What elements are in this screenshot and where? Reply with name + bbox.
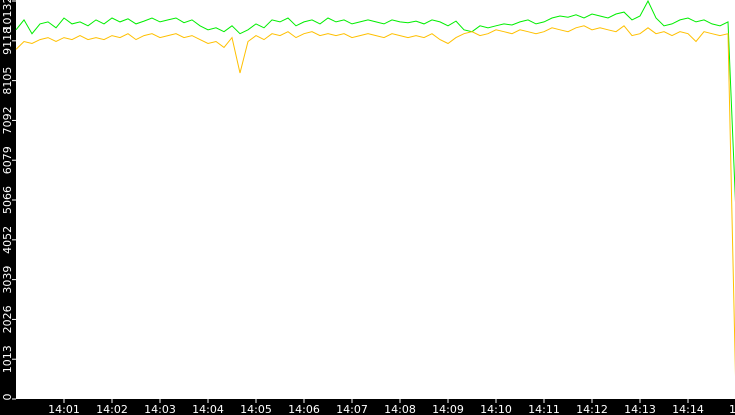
x-tick-label: 14:08 (384, 403, 416, 415)
x-tick-label: 14:12 (576, 403, 608, 415)
x-tick-label: 14:13 (624, 403, 656, 415)
y-tick-label: 1013 (1, 345, 14, 373)
x-tick-label: 14:06 (288, 403, 320, 415)
y-axis-bar (0, 0, 16, 415)
x-tick-label: 14:04 (192, 403, 224, 415)
x-tick-label: 14:09 (432, 403, 464, 415)
x-tick-label: 14:02 (96, 403, 128, 415)
y-tick-label: 5066 (1, 186, 14, 214)
x-tick-label: 14:07 (336, 403, 368, 415)
x-tick-label: 14:10 (480, 403, 512, 415)
series-line-1 (15, 0, 735, 203)
series-group (15, 0, 735, 377)
y-tick-label: 7092 (1, 106, 14, 134)
y-tick-label: 9118 (1, 27, 14, 55)
y-tick-label: 4052 (1, 226, 14, 254)
x-tick-label: 14:01 (48, 403, 80, 415)
y-tick-label: 8105 (1, 67, 14, 95)
x-tick-label: 14:05 (240, 403, 272, 415)
y-tick-label: 6079 (1, 146, 14, 174)
x-tick-label: 14 (729, 403, 735, 415)
x-axis-bar (0, 399, 735, 415)
y-tick-label: 10132 (1, 0, 14, 32)
y-axis: 0 1013 2026 3039 4052 5066 6079 7092 8105 9118101… (1, 0, 16, 401)
x-tick-label: 14:03 (144, 403, 176, 415)
y-tick-label: 3039 (1, 266, 14, 294)
x-tick-label: 14:14 (672, 403, 704, 415)
y-tick-label: 2026 (1, 305, 14, 333)
x-axis: 14:01 14:02 14:03 14:04 14:05 14:06 14:07 14:08… (48, 399, 735, 415)
x-tick-label: 14:11 (528, 403, 560, 415)
series-line-2 (15, 25, 735, 377)
y-tick-label: 0 (1, 394, 14, 401)
